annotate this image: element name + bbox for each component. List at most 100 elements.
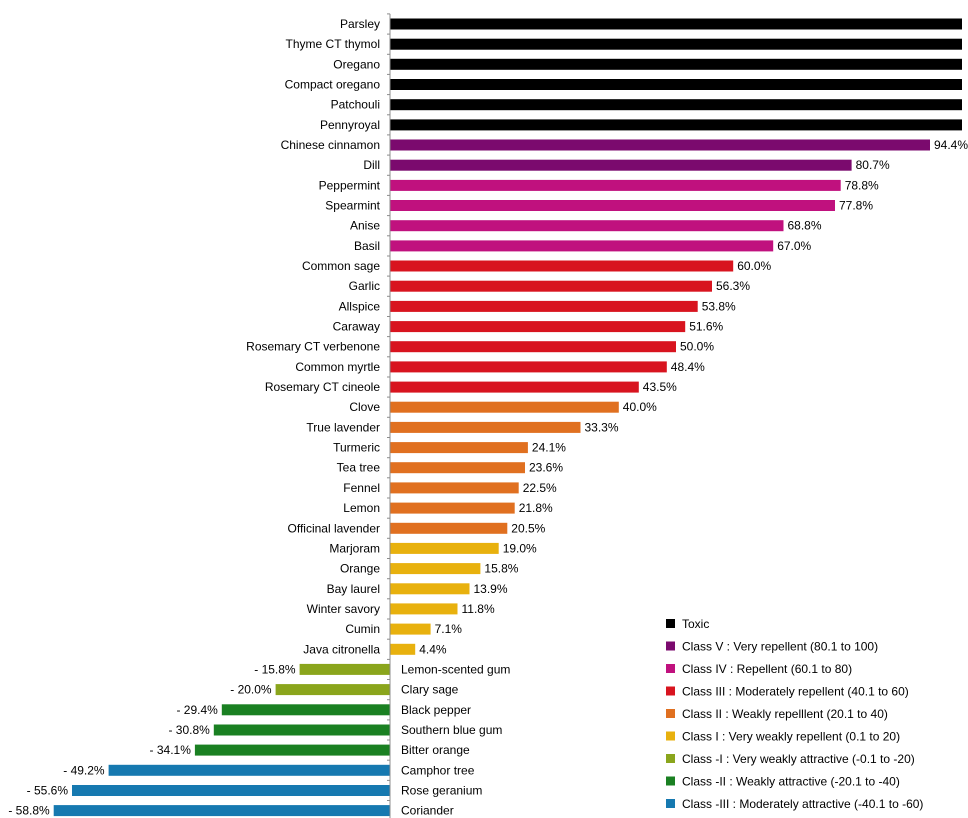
bar-pennyroyal (390, 119, 962, 131)
value-label-caraway: 51.6% (689, 320, 723, 334)
category-label-java-citronella: Java citronella (303, 642, 380, 656)
value-label-garlic: 56.3% (716, 279, 750, 293)
bar-true-lavender (390, 421, 581, 433)
category-label-pennyroyal: Pennyroyal (320, 118, 380, 132)
category-label-rosemary-ct-verbenone: Rosemary CT verbenone (246, 340, 380, 354)
bar-java-citronella (390, 643, 416, 655)
legend-label-iii: Class III : Moderately repellent (40.1 t… (682, 685, 909, 699)
bar-common-myrtle (390, 361, 667, 373)
legend-swatch-i (666, 731, 675, 741)
value-label-coriander: - 58.8% (8, 804, 50, 818)
bar-tea-tree (390, 462, 525, 474)
value-label-black-pepper: - 29.4% (176, 703, 218, 717)
category-label-patchouli: Patchouli (331, 98, 380, 112)
legend-swatch-iii (666, 686, 675, 696)
category-label-common-myrtle: Common myrtle (295, 360, 380, 374)
bar-dill (390, 159, 852, 171)
bar-basil (390, 240, 774, 252)
legend-swatch-m2 (666, 776, 675, 786)
value-label-camphor-tree: - 49.2% (63, 763, 105, 777)
value-label-rosemary-ct-verbenone: 50.0% (680, 340, 714, 354)
bar-cumin (390, 623, 431, 635)
axis-ticks (387, 13, 390, 801)
value-label-officinal-lavender: 20.5% (511, 521, 545, 535)
bar-southern-blue-gum (213, 724, 390, 736)
value-label-basil: 67.0% (777, 239, 811, 253)
bar-black-pepper (221, 704, 390, 716)
legend-label-v: Class V : Very repellent (80.1 to 100) (682, 640, 878, 654)
bar-coriander (53, 805, 390, 817)
category-label-coriander: Coriander (401, 804, 454, 818)
category-label-camphor-tree: Camphor tree (401, 763, 475, 777)
legend-label-m2: Class -II : Weakly attractive (-20.1 to … (682, 775, 900, 789)
value-label-bay-laurel: 13.9% (474, 582, 508, 596)
legend-label-iv: Class IV : Repellent (60.1 to 80) (682, 662, 852, 676)
value-label-southern-blue-gum: - 30.8% (168, 723, 210, 737)
value-label-anise: 68.8% (788, 219, 822, 233)
legend-label-m1: Class -I : Very weakly attractive (-0.1 … (682, 752, 915, 766)
bar-bitter-orange (194, 744, 390, 756)
value-label-chinese-cinnamon: 94.4% (934, 138, 968, 152)
category-label-lemon: Lemon (343, 501, 380, 515)
value-label-cumin: 7.1% (435, 622, 463, 636)
category-label-parsley: Parsley (340, 17, 380, 31)
value-label-common-myrtle: 48.4% (671, 360, 705, 374)
bar-peppermint (390, 179, 841, 191)
value-label-rosemary-ct-cineole: 43.5% (643, 380, 677, 394)
bar-lemon (390, 502, 515, 514)
category-label-turmeric: Turmeric (333, 441, 380, 455)
value-label-clove: 40.0% (623, 400, 657, 414)
category-label-lemon-scented-gum: Lemon-scented gum (401, 662, 510, 676)
bars-layer (53, 18, 962, 817)
value-label-clary-sage: - 20.0% (230, 683, 272, 697)
bar-winter-savory (390, 603, 458, 615)
category-label-compact-oregano: Compact oregano (285, 78, 381, 92)
bar-allspice (390, 300, 698, 312)
category-label-garlic: Garlic (349, 279, 380, 293)
bar-clary-sage (275, 684, 390, 696)
bar-thyme-ct-thymol (390, 38, 962, 50)
value-label-bitter-orange: - 34.1% (150, 743, 192, 757)
bar-chinese-cinnamon (390, 139, 930, 151)
value-label-peppermint: 78.8% (845, 178, 879, 192)
category-label-fennel: Fennel (343, 481, 380, 495)
value-label-tea-tree: 23.6% (529, 461, 563, 475)
category-label-orange: Orange (340, 562, 380, 576)
bar-rosemary-ct-cineole (390, 381, 639, 393)
value-label-rose-geranium: - 55.6% (27, 784, 69, 798)
category-label-dill: Dill (363, 158, 380, 172)
category-label-spearmint: Spearmint (325, 199, 380, 213)
bar-caraway (390, 321, 686, 333)
category-label-chinese-cinnamon: Chinese cinnamon (281, 138, 380, 152)
category-label-caraway: Caraway (333, 320, 380, 334)
bar-spearmint (390, 200, 835, 211)
value-label-dill: 80.7% (856, 158, 890, 172)
bar-compact-oregano (390, 79, 962, 90)
category-label-allspice: Allspice (339, 299, 381, 313)
bar-rose-geranium (72, 785, 390, 796)
category-label-true-lavender: True lavender (306, 420, 380, 434)
category-label-black-pepper: Black pepper (401, 703, 471, 717)
legend-swatch-iv (666, 664, 675, 673)
value-label-lemon-scented-gum: - 15.8% (254, 662, 296, 676)
bar-bay-laurel (390, 583, 470, 595)
value-label-orange: 15.8% (484, 562, 518, 576)
legend-label-m3: Class -III : Moderately attractive (-40.… (682, 797, 923, 811)
category-label-clary-sage: Clary sage (401, 683, 459, 697)
category-label-oregano: Oregano (333, 57, 380, 71)
category-label-clove: Clove (349, 400, 380, 414)
category-label-southern-blue-gum: Southern blue gum (401, 723, 502, 737)
value-label-spearmint: 77.8% (839, 199, 873, 213)
value-label-common-sage: 60.0% (737, 259, 771, 273)
bar-officinal-lavender (390, 522, 508, 534)
bar-garlic (390, 280, 712, 292)
category-label-anise: Anise (350, 219, 380, 233)
category-label-cumin: Cumin (345, 622, 380, 636)
category-label-bay-laurel: Bay laurel (327, 582, 380, 596)
value-label-turmeric: 24.1% (532, 441, 566, 455)
bar-patchouli (390, 99, 962, 111)
bar-anise (390, 220, 784, 232)
category-label-peppermint: Peppermint (319, 178, 381, 192)
bar-camphor-tree (108, 764, 390, 776)
